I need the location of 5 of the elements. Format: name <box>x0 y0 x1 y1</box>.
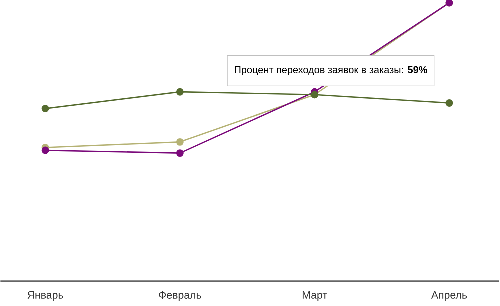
x-tick-label: Март <box>302 292 328 302</box>
annotation: Процент переходов заявок в заказы: 59% <box>235 66 428 76</box>
x-tick-label: Апрель <box>431 292 468 302</box>
x-tick-label: Февраль <box>159 292 202 302</box>
x-tick-label: Январь <box>28 292 64 302</box>
